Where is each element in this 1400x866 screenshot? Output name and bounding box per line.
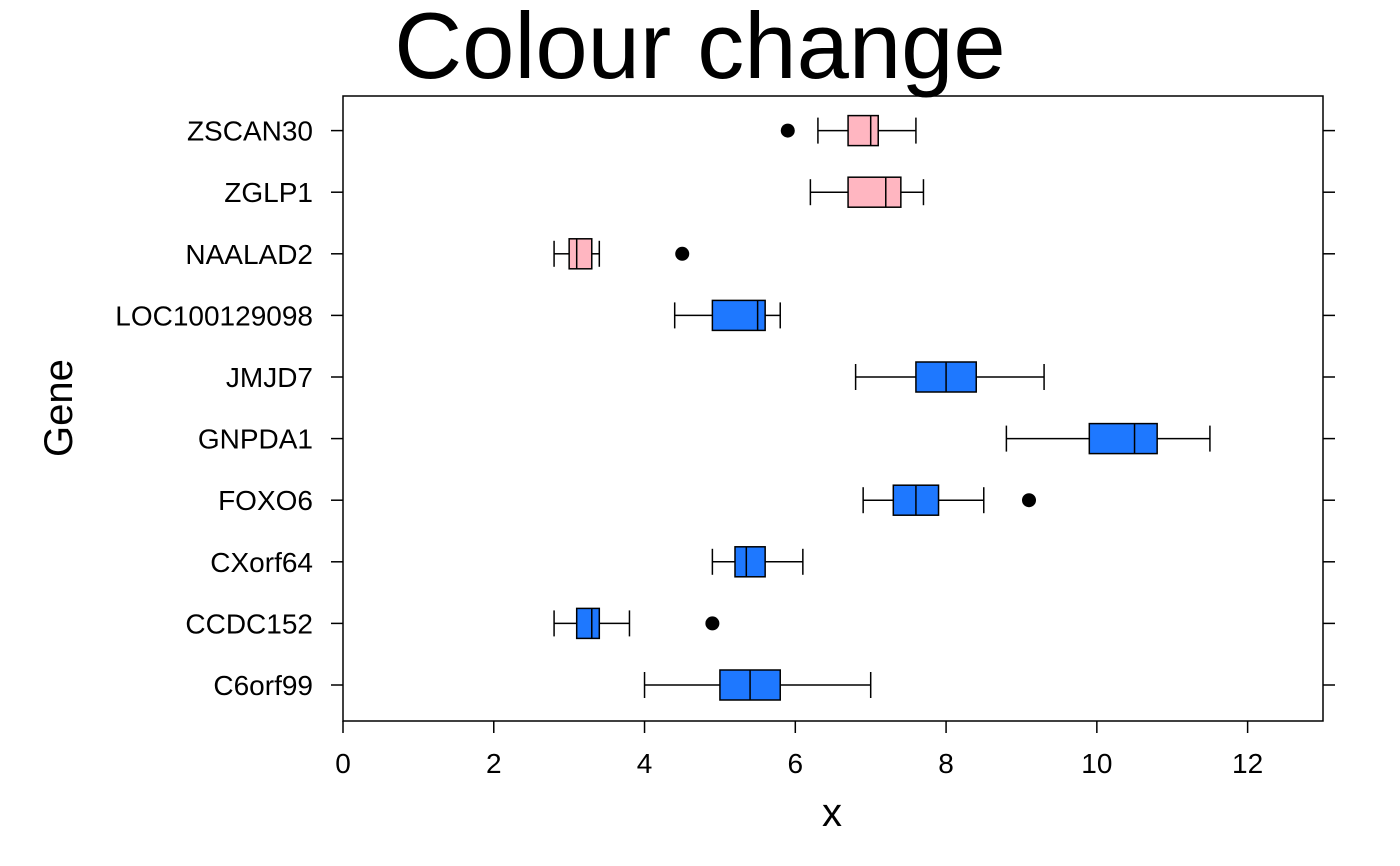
x-tick-label: 0: [335, 748, 351, 779]
y-tick-label: FOXO6: [218, 485, 313, 516]
box-naalad2: [553, 238, 690, 270]
x-tick-label: 4: [637, 748, 653, 779]
y-tick-label: NAALAD2: [185, 239, 313, 270]
box-ccdc152: [553, 607, 720, 640]
box-gnpda1: [1005, 422, 1211, 455]
y-tick-label: ZGLP1: [224, 177, 313, 208]
box-loc100129098: [673, 299, 781, 332]
plot-frame: [342, 95, 1324, 722]
x-tick-label: 12: [1232, 748, 1263, 779]
box-zglp1: [809, 176, 925, 208]
iqr-box: [847, 176, 902, 208]
iqr-box: [711, 299, 766, 332]
iqr-box: [568, 238, 593, 270]
y-tick-label: CXorf64: [210, 547, 313, 578]
x-axis-label: x: [822, 791, 842, 835]
y-tick-label: CCDC152: [185, 608, 313, 639]
y-tick-label: JMJD7: [226, 362, 313, 393]
outlier-point: [705, 616, 720, 631]
x-axis-ticks: 0 2 4 6 8 10 12: [335, 721, 1263, 779]
iqr-box: [1088, 422, 1158, 455]
x-tick-label: 2: [486, 748, 502, 779]
x-tick-label: 6: [788, 748, 804, 779]
box-c6orf99: [643, 669, 872, 701]
x-tick-label: 10: [1081, 748, 1112, 779]
iqr-box: [847, 114, 879, 147]
x-tick-label: 8: [938, 748, 954, 779]
y-axis-label: Gene: [37, 359, 81, 457]
box-zscan30: [780, 114, 917, 147]
box-jmjd7: [854, 361, 1045, 393]
iqr-box: [734, 546, 766, 578]
y-tick-label: C6orf99: [213, 670, 313, 701]
y-tick-label: LOC100129098: [115, 300, 313, 331]
iqr-box: [575, 607, 601, 640]
outlier-point: [675, 246, 690, 261]
box-series: [553, 114, 1211, 701]
box-cxorf64: [711, 546, 804, 578]
box-foxo6: [862, 484, 1036, 516]
y-tick-label: GNPDA1: [198, 424, 313, 455]
y-axis-ticks: C6orf99 CCDC152 CXorf64 FOXO6 GNPDA1 JMJD7 LOC…: [115, 116, 1335, 701]
outlier-point: [780, 123, 795, 138]
y-tick-label: ZSCAN30: [187, 116, 313, 147]
outlier-point: [1022, 493, 1036, 508]
chart-title: Colour change: [394, 0, 1005, 98]
